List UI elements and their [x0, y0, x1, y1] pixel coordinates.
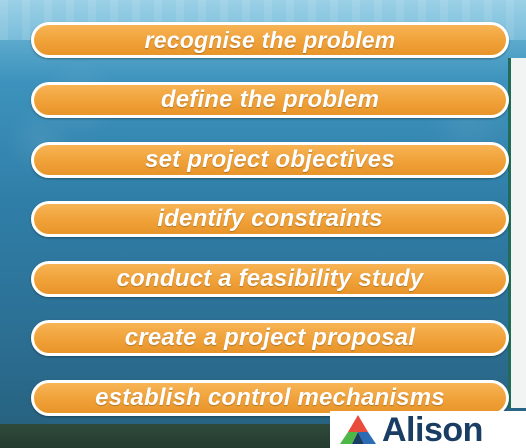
step-label: recognise the problem: [144, 26, 396, 53]
step-set-objectives: set project objectives: [31, 142, 509, 178]
step-label: identify constraints: [157, 205, 383, 232]
step-feasibility-study: conduct a feasibility study: [31, 261, 509, 297]
alison-logo[interactable]: Alison: [330, 411, 526, 448]
logo-brand-text: Alison: [382, 410, 483, 448]
alison-triangle-logo-icon: [340, 414, 376, 444]
step-project-proposal: create a project proposal: [31, 320, 509, 356]
step-control-mechanisms: establish control mechanisms: [31, 380, 509, 416]
step-identify-constraints: identify constraints: [31, 201, 509, 237]
background-panel: [508, 58, 526, 408]
step-label: define the problem: [160, 86, 380, 113]
step-define-problem: define the problem: [31, 82, 509, 118]
step-label: establish control mechanisms: [95, 384, 445, 411]
step-label: set project objectives: [145, 146, 395, 173]
step-label: create a project proposal: [124, 324, 416, 351]
step-label: conduct a feasibility study: [116, 265, 424, 292]
step-recognise-problem: recognise the problem: [31, 22, 509, 58]
